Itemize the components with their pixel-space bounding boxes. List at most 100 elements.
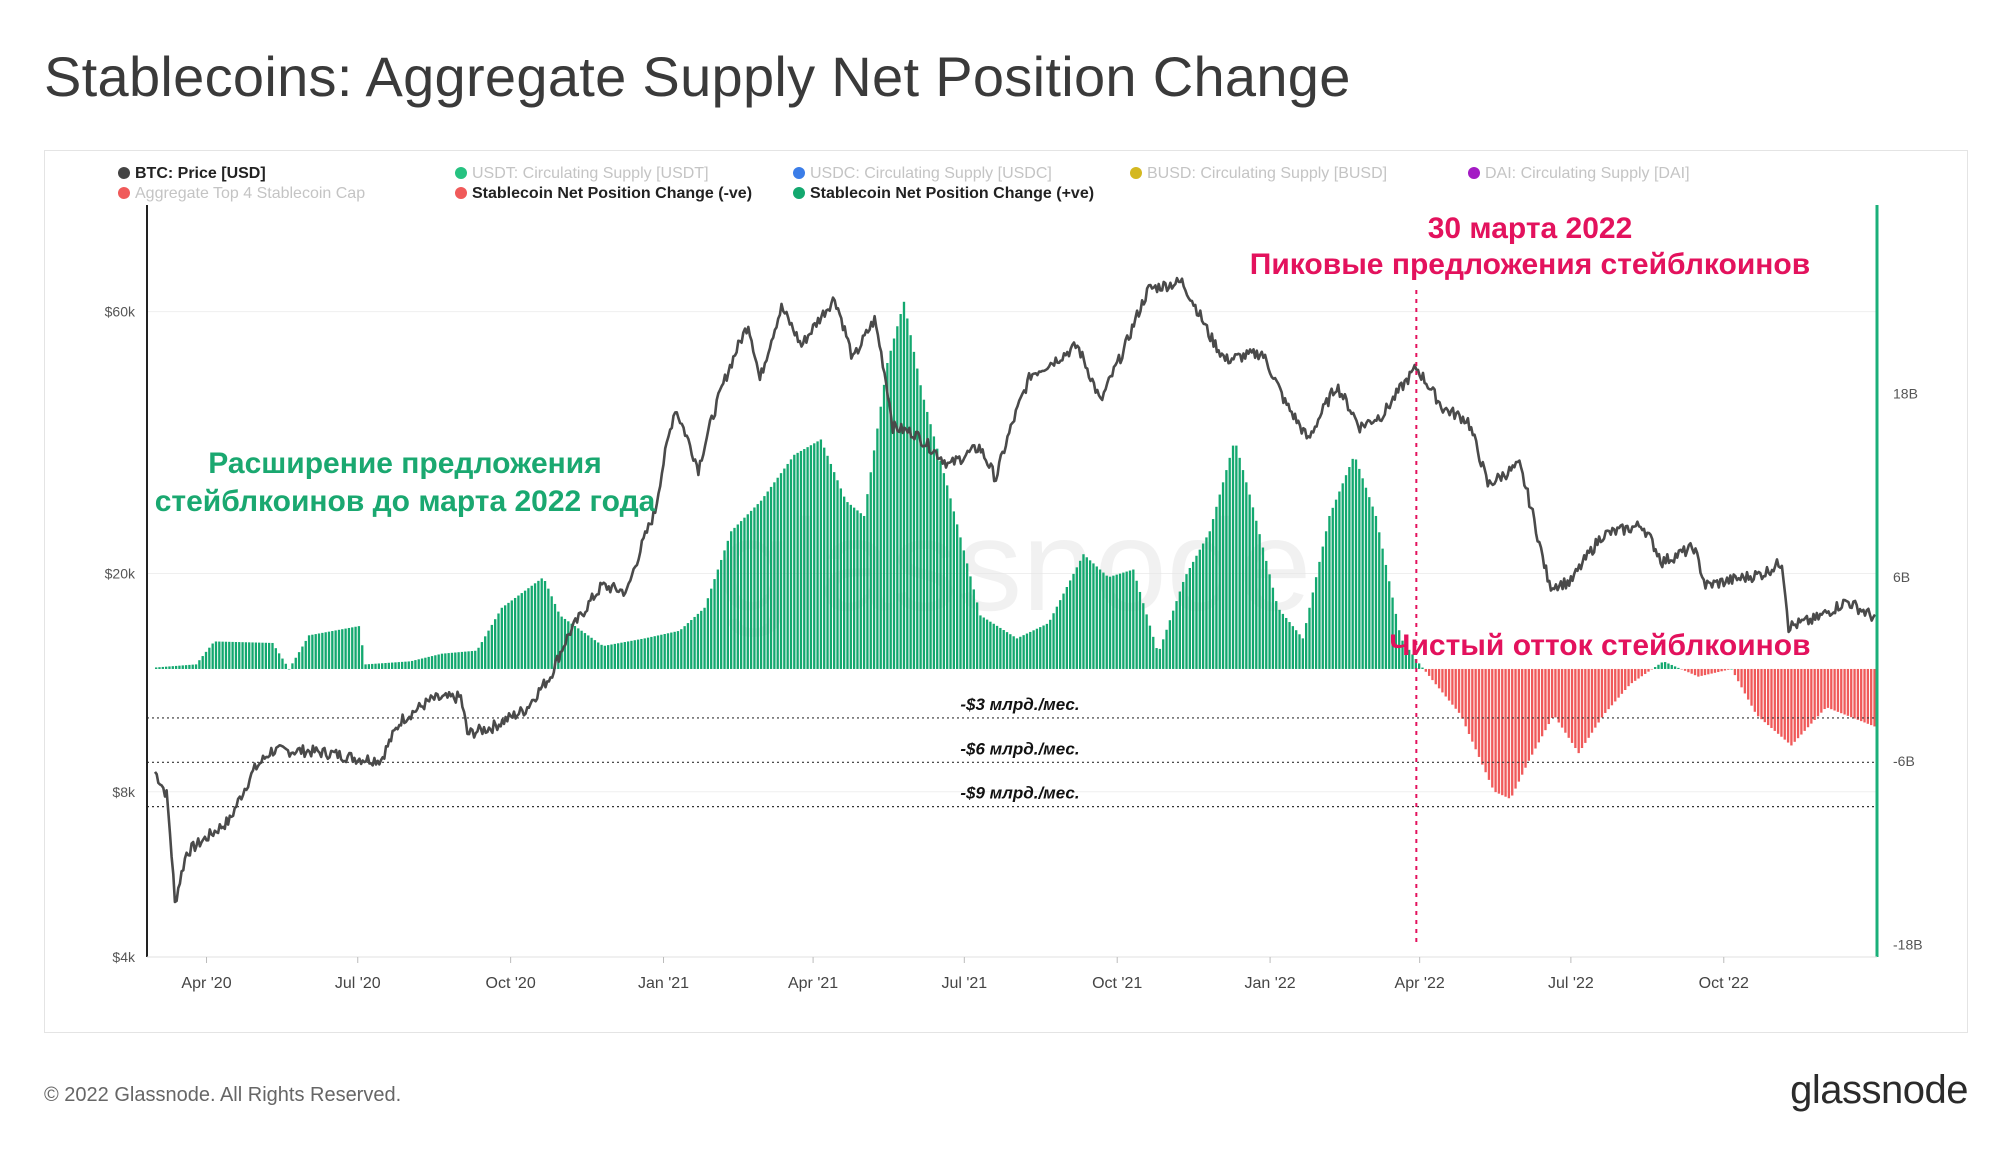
legend[interactable]: BTC: Price [USD] USDT: Circulating Supply… bbox=[118, 165, 1690, 202]
net-position-bar bbox=[1318, 561, 1321, 669]
net-position-bar bbox=[952, 511, 956, 669]
net-position-bar bbox=[1062, 593, 1065, 669]
net-position-bar bbox=[397, 662, 400, 669]
net-position-bar bbox=[789, 459, 793, 669]
net-position-bar bbox=[1497, 668, 1501, 794]
legend-item[interactable]: DAI: Circulating Supply [DAI] bbox=[1468, 165, 1690, 182]
net-position-bar bbox=[268, 642, 271, 669]
net-position-bar bbox=[1594, 668, 1597, 728]
net-position-bar bbox=[1747, 668, 1750, 700]
net-position-bar bbox=[1208, 531, 1211, 669]
legend-label: Aggregate Top 4 Stablecoin Cap bbox=[135, 185, 365, 202]
net-position-bar bbox=[759, 500, 763, 669]
net-position-bar bbox=[241, 642, 244, 669]
reference-line-label: -$9 млрд./мес. bbox=[960, 784, 1079, 803]
net-position-bar bbox=[1447, 668, 1451, 701]
net-position-bar bbox=[660, 634, 663, 669]
net-position-bar bbox=[1637, 668, 1640, 679]
net-position-bar bbox=[1491, 668, 1494, 788]
x-tick-label: Jan '21 bbox=[638, 975, 689, 992]
net-position-bar bbox=[756, 504, 759, 669]
left-axis-ticks: $4k $8k $20k $60k bbox=[105, 304, 136, 965]
net-position-bar bbox=[201, 656, 204, 669]
net-position-bar bbox=[1750, 668, 1753, 706]
net-position-bar bbox=[876, 428, 879, 669]
net-position-bar bbox=[430, 656, 434, 669]
legend-item[interactable]: Stablecoin Net Position Change (+ve) bbox=[793, 185, 1094, 202]
net-position-bar bbox=[1135, 580, 1138, 669]
net-position-bar bbox=[188, 664, 191, 669]
net-position-bar bbox=[1155, 648, 1158, 669]
net-position-bar bbox=[1870, 668, 1873, 726]
net-position-bar bbox=[294, 657, 297, 669]
legend-item[interactable]: BTC: Price [USD] bbox=[118, 165, 266, 182]
net-position-bar bbox=[1550, 668, 1554, 718]
net-position-bar bbox=[786, 463, 789, 669]
net-position-bar bbox=[477, 647, 480, 669]
net-position-bar bbox=[258, 642, 261, 669]
net-position-bar bbox=[1092, 563, 1095, 669]
net-position-bar bbox=[1590, 668, 1594, 733]
net-position-bar bbox=[1524, 668, 1527, 768]
net-position-bar bbox=[1587, 668, 1590, 738]
net-position-bar bbox=[460, 651, 464, 669]
x-tick-label: Jan '22 bbox=[1245, 975, 1296, 992]
x-tick-label: Jul '21 bbox=[941, 975, 987, 992]
net-position-bar bbox=[803, 449, 806, 669]
net-position-bar bbox=[174, 665, 178, 669]
legend-item[interactable]: USDT: Circulating Supply [USDT] bbox=[455, 165, 709, 182]
net-position-bar bbox=[447, 653, 450, 669]
net-position-bar bbox=[1128, 570, 1132, 669]
net-position-bar bbox=[1162, 639, 1165, 669]
net-position-bar bbox=[1311, 592, 1314, 669]
net-position-bar bbox=[869, 472, 872, 669]
net-position-bar bbox=[507, 602, 510, 669]
net-position-bar bbox=[929, 424, 932, 669]
net-position-bar bbox=[1833, 668, 1836, 711]
legend-dot bbox=[455, 187, 467, 199]
net-position-bar bbox=[936, 448, 939, 669]
net-position-bar bbox=[1391, 597, 1394, 669]
net-position-bar bbox=[1411, 654, 1414, 669]
net-position-bar bbox=[271, 642, 274, 669]
net-position-bar bbox=[1846, 668, 1850, 716]
net-position-bar bbox=[291, 663, 294, 669]
net-position-bar bbox=[1783, 668, 1786, 740]
net-position-bar bbox=[696, 613, 700, 669]
net-position-bar bbox=[1743, 668, 1747, 694]
legend-item[interactable]: Stablecoin Net Position Change (-ve) bbox=[455, 185, 752, 202]
net-position-bar bbox=[926, 411, 929, 669]
net-position-bar bbox=[1670, 664, 1673, 669]
net-position-bar bbox=[1544, 668, 1547, 731]
net-position-bar bbox=[1504, 668, 1507, 797]
net-position-bar bbox=[1215, 506, 1218, 669]
legend-item[interactable]: Aggregate Top 4 Stablecoin Cap bbox=[118, 185, 365, 202]
net-position-bar bbox=[1278, 609, 1281, 669]
legend-label: USDT: Circulating Supply [USDT] bbox=[472, 165, 709, 182]
net-position-bar bbox=[616, 643, 620, 669]
net-position-bar bbox=[457, 652, 460, 669]
net-position-bar bbox=[886, 362, 889, 669]
net-position-bar bbox=[773, 482, 776, 669]
net-position-bar bbox=[520, 593, 523, 669]
net-position-bar bbox=[1640, 668, 1644, 677]
net-position-bar bbox=[985, 619, 989, 669]
right-tick-label: -6B bbox=[1893, 753, 1915, 769]
net-position-bar bbox=[1334, 499, 1338, 669]
net-position-bar bbox=[965, 563, 969, 669]
net-position-bar bbox=[1660, 662, 1663, 669]
legend-item[interactable]: BUSD: Circulating Supply [BUSD] bbox=[1130, 165, 1387, 182]
net-position-bar bbox=[733, 527, 736, 669]
right-axis-ticks: 18B 6B -6B -18B bbox=[1893, 386, 1923, 953]
net-position-bar bbox=[1667, 663, 1670, 669]
net-position-bar bbox=[537, 580, 540, 669]
net-position-bar bbox=[194, 664, 198, 669]
net-position-bar bbox=[1786, 668, 1790, 743]
legend-item[interactable]: USDC: Circulating Supply [USDC] bbox=[793, 165, 1052, 182]
net-position-bar bbox=[693, 616, 696, 669]
net-position-bar bbox=[1251, 507, 1255, 669]
net-position-bar bbox=[304, 640, 307, 669]
net-position-bar bbox=[424, 657, 427, 669]
net-position-bar bbox=[324, 632, 327, 669]
net-position-bar bbox=[1408, 649, 1411, 669]
